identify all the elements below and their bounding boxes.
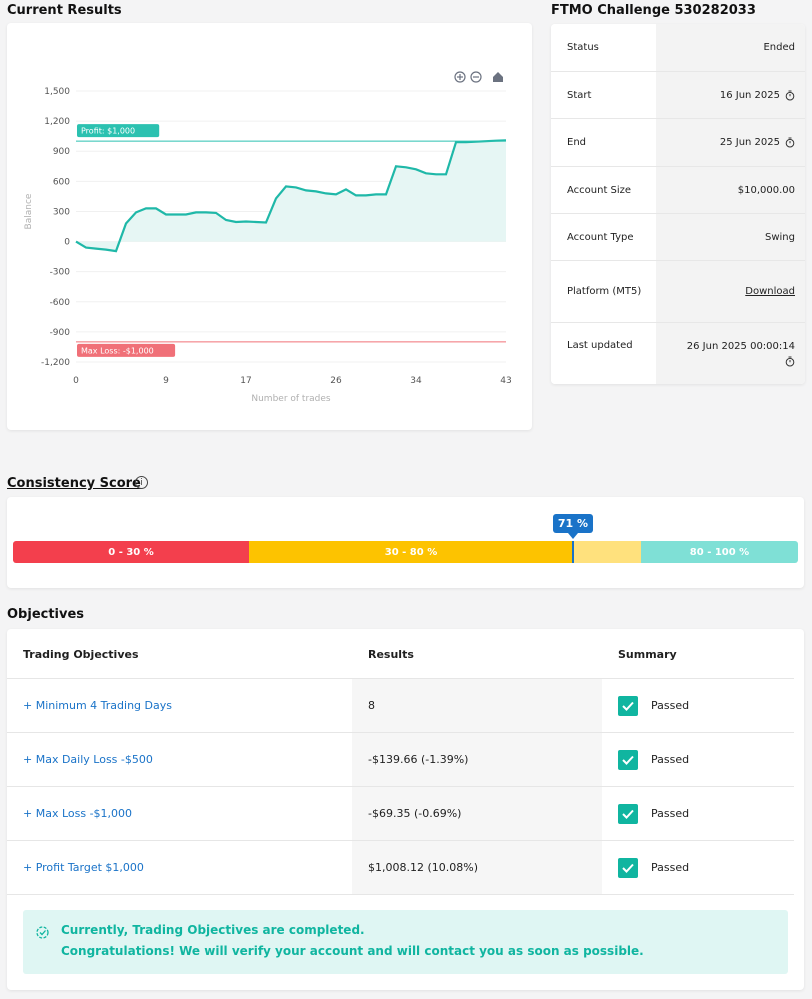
score-marker-line (572, 541, 574, 563)
info-key: End (551, 119, 656, 166)
info-icon[interactable]: i (135, 476, 148, 489)
y-axis-label: Balance (24, 193, 34, 229)
y-tick-label: 900 (53, 147, 70, 157)
objectives-table-header: Trading Objectives Results Summary (7, 629, 794, 679)
check-icon (618, 695, 638, 716)
x-tick-label: 26 (330, 376, 342, 386)
consistency-bar: 0 - 30 % 30 - 80 % 80 - 100 % (13, 541, 798, 563)
summary-status: Passed (651, 807, 690, 820)
table-row: + Minimum 4 Trading Days 8 Passed (7, 679, 794, 733)
x-axis-label: Number of trades (251, 394, 331, 404)
table-row: + Max Daily Loss -$500 -$139.66 (-1.39%)… (7, 733, 794, 787)
banner-line-2: Congratulations! We will verify your acc… (61, 944, 644, 958)
summary-status: Passed (651, 753, 690, 766)
result-value: 8 (352, 679, 602, 732)
download-link[interactable]: Download (745, 286, 795, 297)
info-row-platform: Platform (MT5) Download (551, 261, 805, 323)
consistency-score-title[interactable]: Consistency Score (7, 476, 141, 491)
objective-link[interactable]: + Max Loss -$1,000 (23, 807, 133, 820)
results-chart-card: 1,500 1,200 900 600 300 0 -300 -600 -900 -1,200 0… (7, 23, 532, 430)
table-row: + Profit Target $1,000 $1,008.12 (10.08%… (7, 841, 794, 895)
header-objectives: Trading Objectives (23, 647, 139, 661)
check-icon (618, 749, 638, 770)
summary-status: Passed (651, 699, 690, 712)
header-results: Results (368, 647, 414, 661)
result-value: -$139.66 (-1.39%) (352, 733, 602, 786)
objectives-card: Trading Objectives Results Summary + Min… (7, 629, 804, 990)
completion-banner: Currently, Trading Objectives are comple… (23, 910, 788, 974)
info-key: Last updated (551, 323, 656, 384)
info-key: Status (551, 24, 656, 71)
current-results-title: Current Results (7, 3, 122, 18)
y-tick-label: 300 (53, 207, 70, 217)
banner-line-1: Currently, Trading Objectives are comple… (61, 923, 365, 937)
score-pointer (568, 533, 578, 539)
result-value: -$69.35 (-0.69%) (352, 787, 602, 840)
info-row-end: End 25 Jun 2025 (551, 119, 805, 167)
balance-line (75, 139, 507, 253)
zoom-in-icon[interactable] (454, 71, 466, 83)
objective-link[interactable]: + Max Daily Loss -$500 (23, 753, 153, 766)
segment-low: 0 - 30 % (13, 541, 249, 563)
score-badge: 71 % (553, 514, 593, 533)
home-icon[interactable] (493, 72, 503, 82)
info-row-last-updated: Last updated 26 Jun 2025 00:00:14 (551, 323, 805, 384)
x-tick-label: 17 (240, 376, 251, 386)
info-value: 26 Jun 2025 00:00:14 (686, 340, 795, 352)
info-row-status: Status Ended (551, 24, 805, 72)
check-icon (618, 803, 638, 824)
y-tick-label: -300 (50, 268, 71, 278)
y-tick-label: 600 (53, 177, 70, 187)
info-value: 16 Jun 2025 (719, 89, 780, 101)
balance-chart: 1,500 1,200 900 600 300 0 -300 -600 -900 -1,200 0… (24, 71, 512, 404)
reference-label-bg (77, 343, 176, 357)
check-circle-icon (36, 926, 49, 939)
consistency-card: 0 - 30 % 30 - 80 % 80 - 100 % 71 % (7, 497, 804, 588)
header-summary: Summary (618, 647, 677, 661)
info-value: Swing (765, 231, 795, 243)
info-key: Start (551, 72, 656, 118)
clock-icon (785, 356, 795, 366)
segment-mid: 30 - 80 % (249, 541, 573, 563)
y-tick-label: 1,200 (44, 117, 70, 127)
balance-area (76, 140, 506, 252)
reference-label-bg (77, 124, 160, 138)
info-value: 25 Jun 2025 (719, 137, 780, 148)
segment-mid-light (573, 541, 641, 563)
check-icon (618, 857, 638, 878)
zoom-out-icon[interactable] (470, 71, 482, 83)
info-row-account-size: Account Size $10,000.00 (551, 167, 805, 214)
challenge-title: FTMO Challenge 530282033 (551, 3, 756, 18)
y-tick-label: -1,200 (41, 358, 70, 368)
info-row-account-type: Account Type Swing (551, 214, 805, 261)
summary-status: Passed (651, 861, 690, 874)
objectives-title: Objectives (7, 607, 85, 622)
y-tick-label: 0 (64, 238, 70, 248)
info-value: Ended (763, 42, 795, 53)
objective-link[interactable]: + Profit Target $1,000 (23, 861, 144, 874)
info-key: Account Size (551, 167, 656, 213)
objective-link[interactable]: + Minimum 4 Trading Days (23, 699, 172, 712)
y-tick-label: -900 (50, 328, 71, 338)
clock-icon (785, 90, 795, 100)
y-tick-label: 1,500 (44, 87, 70, 97)
segment-high: 80 - 100 % (641, 541, 798, 563)
info-key: Platform (MT5) (551, 261, 656, 322)
x-tick-label: 0 (73, 376, 79, 386)
x-tick-label: 43 (500, 376, 511, 386)
result-value: $1,008.12 (10.08%) (352, 841, 602, 894)
reference-label: Profit: $1,000 (81, 127, 135, 136)
table-row: + Max Loss -$1,000 -$69.35 (-0.69%) Pass… (7, 787, 794, 841)
y-tick-label: -600 (50, 298, 71, 308)
x-tick-label: 9 (163, 376, 169, 386)
reference-label: Max Loss: -$1,000 (81, 346, 154, 355)
clock-icon (785, 137, 795, 148)
x-tick-label: 34 (410, 376, 422, 386)
info-key: Account Type (551, 214, 656, 260)
info-row-start: Start 16 Jun 2025 (551, 72, 805, 119)
info-value: $10,000.00 (737, 184, 795, 196)
challenge-info-card: Status Ended Start 16 Jun 2025 End 25 Ju… (551, 24, 805, 384)
